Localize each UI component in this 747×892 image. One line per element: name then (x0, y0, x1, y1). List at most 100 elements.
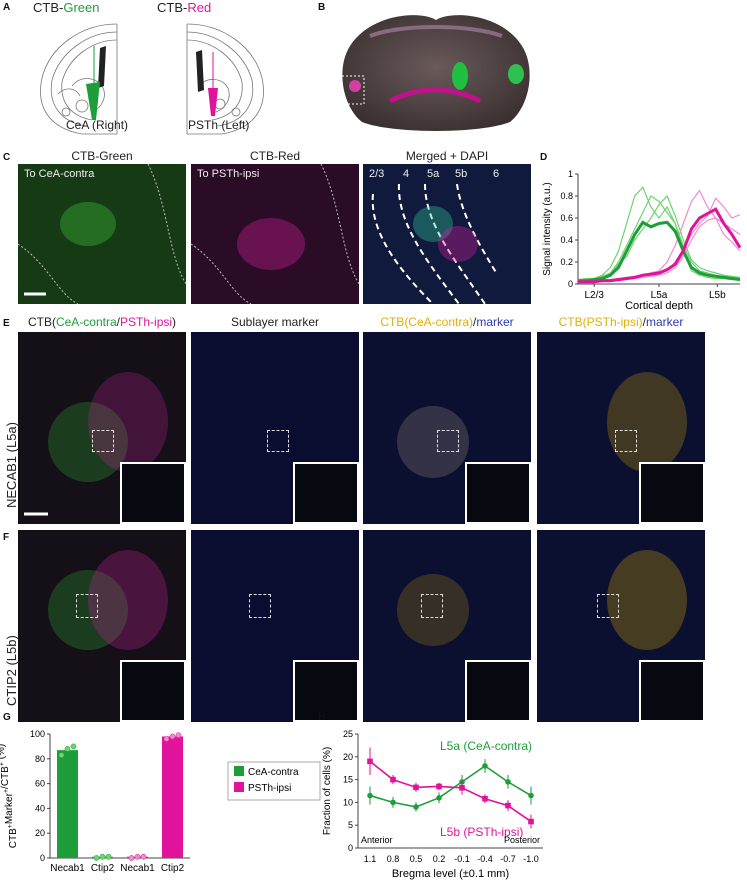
title-part: / (116, 315, 121, 329)
e-title-sublayer: Sublayer marker (230, 315, 320, 329)
y-tick-label: 5 (348, 820, 353, 830)
title-part-red: PSTh-ipsi (120, 315, 173, 329)
data-point (505, 802, 511, 809)
y-tick-label: 0 (348, 843, 353, 853)
inset-zoom (293, 462, 359, 524)
data-point (128, 855, 135, 861)
row-label-necab1: NECAB1 (L5a) (4, 422, 19, 508)
series-label-l5a: L5a (CeA-contra) (440, 739, 532, 753)
y-tick-label: 60 (35, 779, 45, 789)
data-point (93, 855, 100, 861)
series-line-0 (578, 220, 741, 283)
micrograph-merged-dapi: 2/3 4 5a 5b 6 (363, 164, 531, 304)
inset-zoom (639, 462, 705, 524)
roi-box (92, 430, 114, 452)
chart-g-fraction-bars: 0 20 40 60 80 100 Necab1 Ctip2 Necab1 Ctip2 CTB+Ma… (0, 729, 321, 874)
x-tick-label: Ctip2 (91, 863, 115, 874)
micrograph-e-cea-marker (363, 332, 531, 524)
panel-label-c: C (3, 152, 11, 163)
data-point (367, 758, 373, 765)
panel-label-d: D (540, 152, 548, 163)
y-tick-label: 15 (343, 775, 353, 785)
data-point (482, 763, 488, 769)
title-part-blue: marker (646, 315, 684, 329)
x-tick-label: 1.1 (364, 854, 377, 864)
data-point (163, 736, 170, 742)
y-tick-label: 0.8 (560, 191, 573, 201)
y-tick-label: 0 (568, 279, 573, 289)
inset-zoom (120, 462, 186, 524)
legend-swatch (234, 766, 244, 776)
y-tick-label: 100 (30, 729, 45, 739)
x-tick-label: L5a (651, 290, 668, 301)
layer-label-4: 4 (403, 168, 410, 180)
micrograph-e-marker (191, 332, 359, 524)
x-tick-label: -0.7 (500, 854, 516, 864)
micrograph-ctb-green: To CeA-contra (18, 164, 186, 304)
micrograph-f-cea-marker (363, 530, 531, 722)
y-tick-label: 1 (568, 169, 573, 179)
y-tick-label: 25 (343, 729, 353, 739)
data-point (459, 785, 465, 791)
e-title-cea-marker: CTB(CeA-contra)/marker (363, 315, 531, 329)
x-axis-title: Bregma level (±0.1 mm) (392, 868, 509, 880)
c-inner-cea-label: To CeA-contra (24, 168, 95, 180)
title-prefix: CTB- (157, 0, 188, 15)
panel-label-f: F (3, 532, 10, 543)
inset-zoom (120, 660, 186, 722)
title-part-yellow: CTB(PSTh-ipsi) (558, 315, 643, 329)
data-point (390, 776, 396, 783)
micrograph-f-psth-marker (537, 530, 705, 722)
annotation-anterior: Anterior (361, 835, 393, 845)
data-point (140, 853, 147, 860)
title-part-blue: marker (476, 315, 514, 329)
data-point (99, 853, 106, 860)
micrograph-e-ctb (18, 332, 186, 524)
y-tick-label: 80 (35, 754, 45, 764)
data-point (367, 792, 373, 799)
x-tick-label: -0.4 (477, 854, 493, 864)
micrograph-f-ctb (18, 530, 186, 722)
c-title-merged: Merged + DAPI (405, 149, 489, 163)
title-prefix: CTB- (33, 0, 64, 15)
x-axis-title: Cortical depth (625, 300, 693, 310)
data-point (134, 853, 141, 860)
roi-box (597, 594, 619, 618)
legend-label: CeA-contra (248, 767, 299, 778)
data-point (58, 752, 65, 758)
data-point (70, 743, 77, 750)
row-label-ctip2: CTIP2 (L5b) (4, 635, 19, 706)
y-tick-label: 10 (343, 797, 353, 807)
c-title-green: CTB-Green (71, 149, 133, 163)
c-title-red: CTB-Red (249, 149, 300, 163)
roi-box (249, 594, 271, 618)
inset-zoom (639, 660, 705, 722)
title-part: CTB( (27, 315, 56, 329)
coronal-section-image (330, 6, 542, 138)
layer-label-5b: 5b (455, 168, 468, 180)
series-line-1 (369, 760, 532, 823)
bar-3 (162, 736, 183, 858)
panel-label-h: H (318, 712, 326, 723)
data-point (436, 783, 442, 790)
ctb-green-title: CTB-Green (33, 0, 99, 15)
e-title-psth-marker: CTB(PSTh-ipsi)/marker (537, 315, 705, 329)
chart-h-bregma-fraction: 0 5 10 15 20 25 1.1 0.8 0.5 0.2 -0.1 -0.4 -0.7 -1.0 Br… (322, 729, 543, 880)
layer-label-5a: 5a (427, 168, 440, 180)
data-point (528, 792, 534, 799)
x-tick-label: L5b (709, 290, 726, 301)
psth-left-label: PSTh (Left) (188, 118, 250, 132)
y-tick-label: 0.2 (560, 257, 573, 267)
panel-label-b: B (318, 2, 326, 13)
panel-label-a: A (3, 2, 11, 13)
data-point (413, 784, 419, 791)
title-part-yellow: CTB(CeA-contra) (380, 315, 473, 329)
layer-label-6: 6 (493, 168, 500, 180)
bar-0 (57, 750, 78, 858)
panel-label-e: E (3, 318, 10, 329)
data-point (436, 795, 442, 801)
roi-box (76, 594, 98, 618)
data-point (169, 733, 176, 740)
data-point (390, 799, 396, 806)
title-green-word: Green (63, 0, 100, 15)
